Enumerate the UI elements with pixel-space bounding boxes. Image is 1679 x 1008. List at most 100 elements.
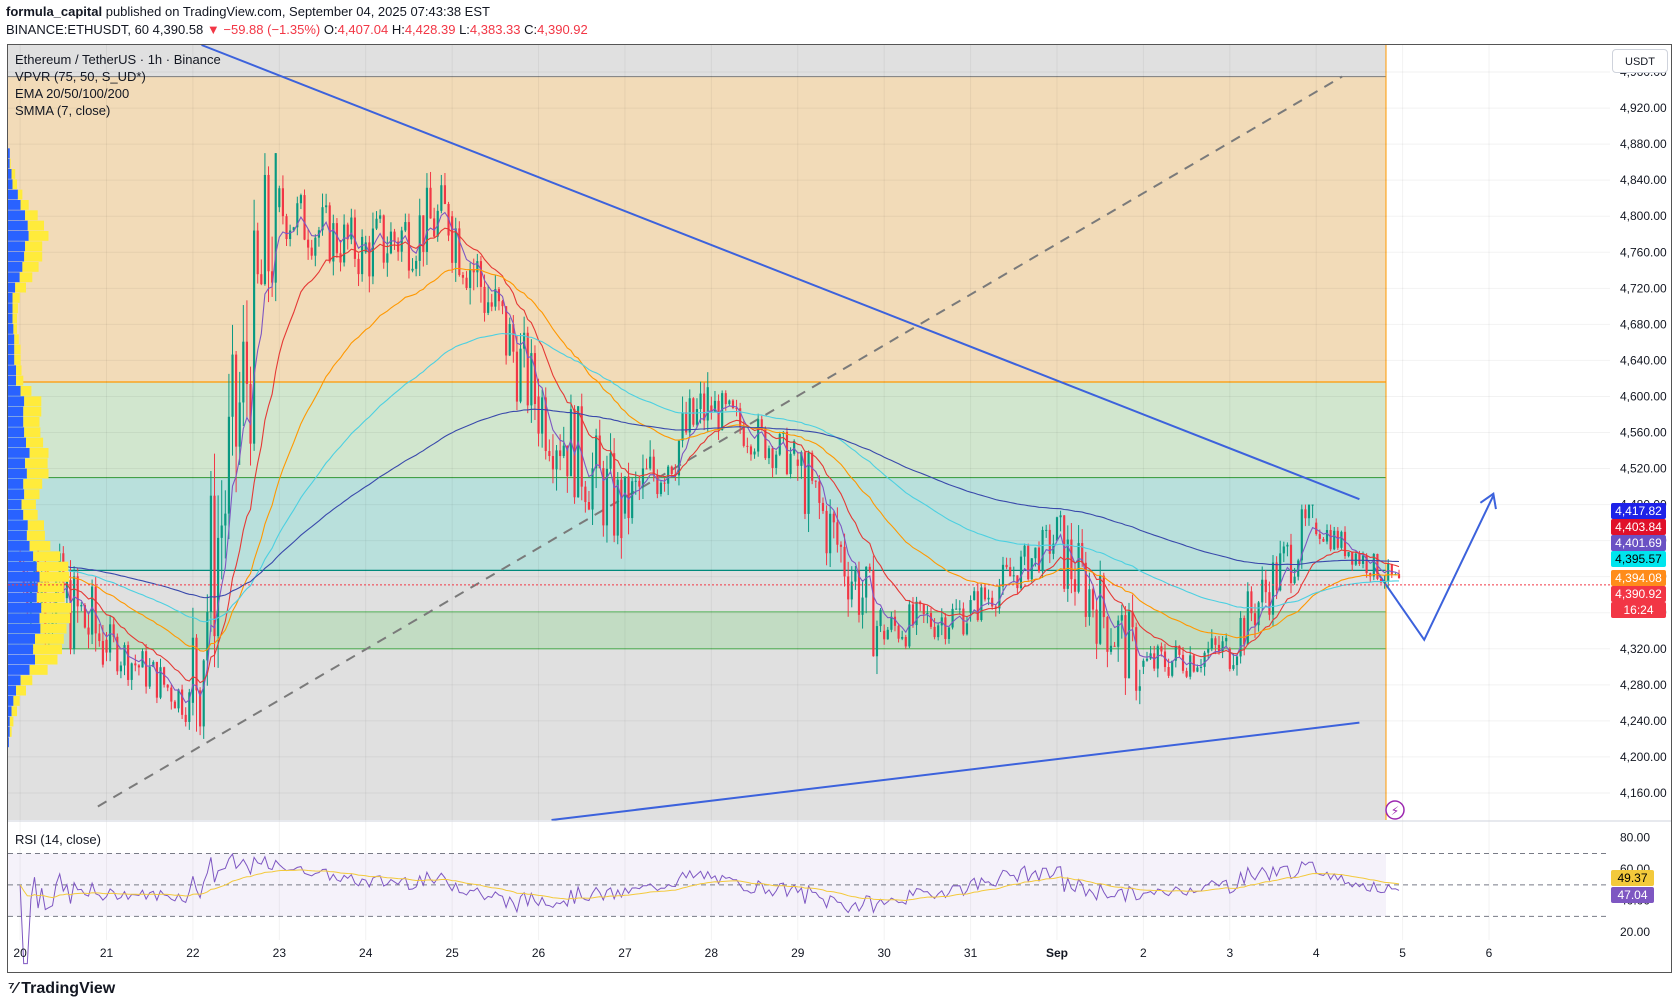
- candle-body: [627, 476, 630, 519]
- candle-body: [886, 629, 889, 640]
- candle-down: [397, 237, 400, 261]
- smma-line: [19, 211, 1400, 704]
- candle-up: [188, 688, 191, 730]
- candle-body: [1048, 529, 1051, 554]
- vpvr-down-bar: [36, 592, 65, 603]
- candle-down: [663, 478, 666, 492]
- legend-smma[interactable]: SMMA (7, close): [15, 103, 111, 118]
- legend-vpvr[interactable]: VPVR (75, 50, S_UD*): [15, 69, 146, 84]
- candle-body: [980, 587, 983, 621]
- x-tick-label: 28: [705, 946, 719, 960]
- candle-body: [580, 406, 583, 487]
- candle-body: [854, 570, 857, 582]
- candle-body: [713, 400, 717, 413]
- candle-up: [1257, 600, 1260, 632]
- candle-down: [145, 644, 148, 694]
- candle-up: [1109, 628, 1113, 655]
- vpvr-down-bar: [11, 169, 16, 179]
- candle-down: [303, 189, 306, 241]
- author-name[interactable]: formula_capital: [6, 4, 103, 19]
- candle-body: [91, 586, 94, 635]
- candle-body: [789, 453, 792, 475]
- candle-body: [350, 217, 353, 240]
- candle-body: [451, 216, 454, 263]
- vpvr-down-bar: [24, 251, 43, 262]
- candle-body: [152, 661, 155, 667]
- candle-down: [1027, 543, 1030, 581]
- vpvr-up-bar: [8, 530, 27, 541]
- candle-body: [951, 608, 954, 628]
- candle-down: [587, 490, 591, 511]
- candle-body: [465, 277, 468, 288]
- legend-ema[interactable]: EMA 20/50/100/200: [15, 86, 130, 101]
- candle-down: [883, 624, 886, 645]
- candle-body: [407, 222, 411, 271]
- candle-body: [785, 431, 789, 475]
- candle-down: [703, 382, 706, 431]
- candle-down: [580, 393, 583, 501]
- candle-body: [505, 306, 508, 356]
- candle-down: [645, 458, 648, 470]
- candle-down: [181, 684, 184, 720]
- legend-rsi[interactable]: RSI (14, close): [15, 832, 101, 847]
- candle-body: [1016, 575, 1019, 589]
- candle-down: [1048, 524, 1051, 564]
- candle-up: [1286, 542, 1289, 557]
- candle-body: [1088, 589, 1091, 617]
- candle-up: [476, 253, 479, 288]
- x-tick-label: 6: [1486, 946, 1493, 960]
- candle-down: [1185, 667, 1188, 679]
- vpvr-down-bar: [24, 396, 42, 407]
- vpvr-down-bar: [27, 220, 44, 231]
- candle-body: [1257, 602, 1260, 626]
- candle-up: [728, 399, 731, 407]
- candle-body: [638, 480, 641, 487]
- candle-body: [1077, 543, 1080, 592]
- candle-down: [566, 445, 569, 493]
- candle-body: [1084, 562, 1087, 617]
- candle-down: [368, 235, 371, 293]
- candle-body: [1210, 638, 1213, 649]
- currency-button[interactable]: USDT: [1612, 49, 1668, 73]
- candle-up: [541, 389, 544, 448]
- candle-body: [998, 586, 1001, 609]
- candle-body: [119, 665, 122, 672]
- candle-up: [951, 603, 954, 630]
- candle-body: [1055, 517, 1059, 541]
- candle-body: [1203, 652, 1206, 667]
- candle-up: [1282, 541, 1285, 563]
- candle-body: [472, 269, 475, 273]
- candle-up: [159, 658, 162, 700]
- candle-body: [1311, 504, 1314, 506]
- candle-down: [461, 272, 465, 285]
- candle-down: [235, 351, 238, 493]
- candle-up: [375, 211, 378, 231]
- candle-body: [321, 207, 324, 231]
- candle-up: [1221, 636, 1224, 659]
- vpvr-down-bar: [35, 634, 64, 644]
- candle-body: [1163, 651, 1167, 668]
- candle-down: [357, 253, 360, 287]
- rsi-tag: 49.37: [1611, 870, 1654, 886]
- vpvr-down-bar: [23, 479, 43, 489]
- candle-body: [206, 611, 209, 661]
- candle-down: [717, 394, 720, 440]
- candle-down: [116, 633, 119, 675]
- candle-body: [386, 253, 389, 263]
- candle-body: [883, 630, 886, 640]
- x-tick-label: 24: [359, 946, 373, 960]
- candle-up: [371, 212, 375, 285]
- candle-down: [1009, 557, 1012, 577]
- candle-body: [137, 665, 140, 668]
- candle-up: [109, 614, 112, 662]
- candle-body: [512, 324, 515, 352]
- candle-down: [1131, 594, 1134, 642]
- candle-body: [202, 660, 205, 727]
- vpvr-down-bar: [16, 375, 24, 386]
- y-tick-label: 4,320.00: [1620, 642, 1667, 656]
- candle-up: [1099, 560, 1102, 646]
- candle-down: [184, 707, 187, 727]
- candle-body: [274, 153, 277, 283]
- candle-body: [1034, 547, 1037, 559]
